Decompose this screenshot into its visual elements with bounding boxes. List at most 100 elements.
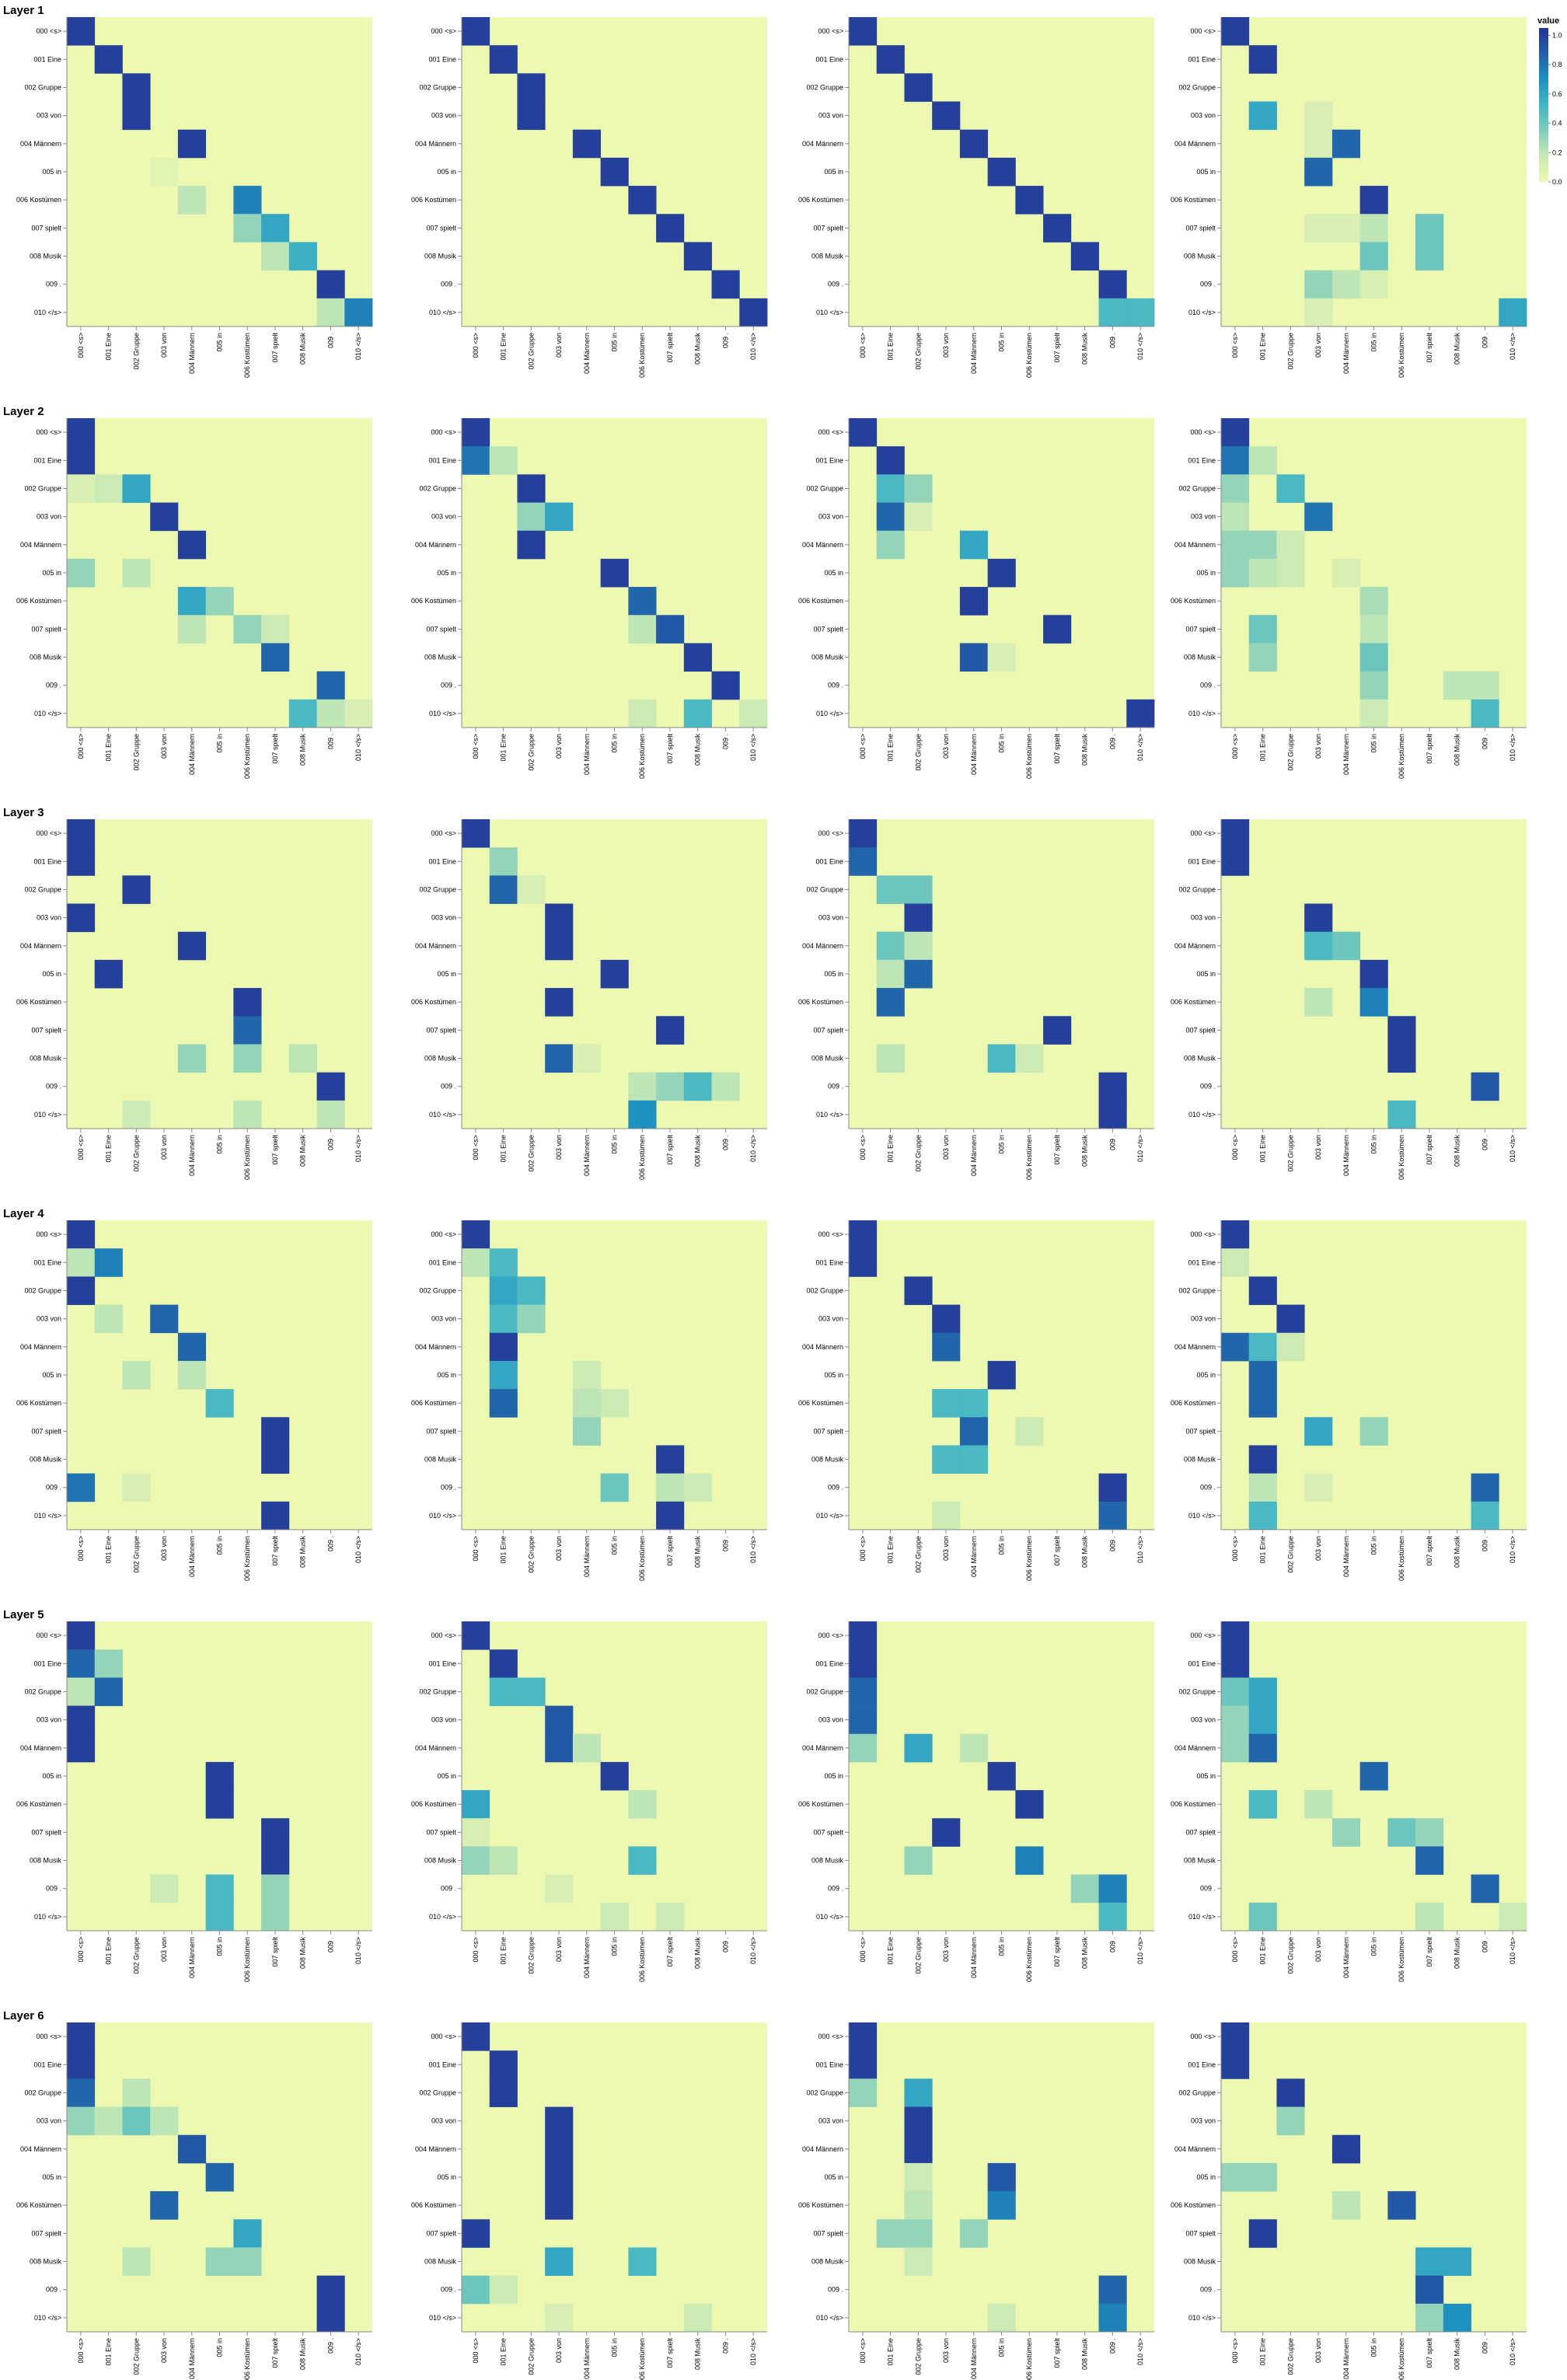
heatmap-cell: [904, 2078, 933, 2107]
heatmap-cell: [1359, 587, 1388, 616]
heatmap-cell: [233, 1016, 262, 1045]
heatmap-cell: [462, 446, 490, 475]
heatmap-cell: [1248, 1705, 1277, 1735]
legend-tick-label: 0.0: [1552, 178, 1562, 186]
heatmap-cell: [987, 157, 1016, 187]
heatmap-cell: [683, 699, 712, 728]
x-tick-label: 010 </s>: [1509, 1135, 1516, 1162]
y-tick-label: 002 Gruppe: [24, 83, 61, 91]
layer-title: Layer 2: [3, 405, 44, 418]
heatmap-cell: [1359, 186, 1388, 215]
heatmap-cell: [150, 2191, 179, 2220]
heatmap-layer6-head3: 000 <s> 000 <s> 001 Eine 001 Eine 002 Gruppe…: [798, 2022, 1154, 2380]
heatmap-cell: [1499, 298, 1527, 327]
y-tick-label: 001 Eine: [428, 2061, 456, 2068]
heatmap-cell: [1248, 1473, 1277, 1502]
x-tick-label: 010 </s>: [749, 734, 757, 761]
heatmap-cell: [739, 699, 768, 728]
heatmap-cell: [517, 73, 546, 102]
heatmap-cell: [462, 2022, 490, 2051]
x-tick-label: 007 spielt: [271, 333, 279, 363]
heatmap-cell: [489, 2050, 518, 2079]
x-tick-label: 003 von: [555, 734, 563, 759]
y-tick-label: 002 Gruppe: [419, 885, 456, 893]
heatmap-cell: [122, 73, 151, 102]
x-tick-label: 008 Musik: [299, 1135, 307, 1167]
heatmap-cell: [1221, 1248, 1250, 1277]
x-tick-label: 006 Kostümen: [243, 1536, 251, 1581]
x-tick-label: 007 spielt: [666, 1937, 674, 1967]
heatmap-cell: [205, 1902, 234, 1932]
y-tick-label: 007 spielt: [426, 625, 456, 633]
heatmap-cell: [904, 2162, 933, 2192]
heatmap-cell: [489, 1389, 518, 1418]
x-tick-label: 004 Männern: [970, 1135, 978, 1176]
x-tick-label: 007 spielt: [1053, 1135, 1061, 1165]
heatmap-cell: [545, 931, 574, 961]
heatmap-cell: [316, 1100, 345, 1129]
heatmap-cell: [67, 1473, 96, 1502]
x-tick-label: 003 von: [160, 1937, 168, 1962]
x-tick-label: 003 von: [942, 1937, 950, 1962]
x-tick-label: 008 Musik: [1081, 1937, 1089, 1970]
y-tick-label: 010 </s>: [34, 1111, 61, 1118]
x-tick-label: 010 </s>: [354, 333, 362, 360]
heatmap-cell: [205, 1761, 234, 1791]
x-tick-label: 009 .: [326, 1536, 334, 1551]
x-tick-label: 007 spielt: [666, 734, 674, 764]
y-tick-label: 001 Eine: [33, 857, 61, 865]
x-tick-label: 006 Kostümen: [1398, 734, 1405, 779]
heatmap-cell: [1248, 1790, 1277, 1819]
heatmap-cell: [489, 1276, 518, 1305]
heatmap-cell: [628, 1846, 657, 1876]
y-tick-label: 003 von: [37, 2117, 61, 2125]
y-tick-label: 009 .: [46, 1885, 61, 1893]
y-tick-label: 003 von: [818, 914, 843, 922]
y-tick-label: 005 in: [437, 168, 456, 176]
x-tick-label: 001 Eine: [500, 1536, 508, 1564]
y-tick-label: 001 Eine: [815, 55, 843, 63]
heatmap-cell: [987, 643, 1016, 672]
heatmap-layer5-head2: 000 <s> 000 <s> 001 Eine 001 Eine 002 Gruppe…: [411, 1621, 767, 1982]
y-tick-label: 009 .: [1200, 2286, 1216, 2294]
x-tick-label: 008 Musik: [694, 1536, 702, 1569]
heatmap-cell: [344, 298, 373, 327]
y-tick-label: 008 Musik: [30, 654, 62, 661]
heatmap-cell: [545, 1705, 574, 1735]
x-tick-label: 003 von: [555, 1135, 563, 1160]
x-tick-label: 006 Kostümen: [1398, 1937, 1405, 1982]
heatmap-cell: [545, 903, 574, 933]
y-tick-label: 008 Musik: [424, 1857, 457, 1865]
x-tick-label: 008 Musik: [1454, 734, 1461, 766]
y-tick-label: 002 Gruppe: [806, 2089, 843, 2096]
heatmap-cell: [600, 1902, 629, 1932]
heatmap-cell: [1331, 1818, 1361, 1847]
heatmap-cell: [233, 1044, 262, 1073]
x-tick-label: 005 in: [1370, 2338, 1378, 2357]
heatmap-cell: [628, 1072, 657, 1101]
x-tick-label: 007 spielt: [1053, 1937, 1061, 1967]
y-tick-label: 006 Kostümen: [798, 2201, 843, 2209]
x-tick-label: 003 von: [160, 1135, 168, 1160]
y-tick-label: 007 spielt: [813, 1026, 843, 1034]
x-tick-label: 001 Eine: [105, 1937, 113, 1965]
heatmap-cell: [1304, 1417, 1333, 1446]
y-tick-label: 007 spielt: [31, 1026, 61, 1034]
y-tick-label: 002 Gruppe: [806, 1286, 843, 1294]
x-tick-label: 010 </s>: [749, 1135, 757, 1162]
x-tick-label: 003 von: [1314, 1937, 1322, 1962]
heatmap-cell: [849, 2050, 878, 2079]
y-tick-label: 006 Kostümen: [798, 597, 843, 605]
x-tick-label: 004 Männern: [188, 333, 196, 374]
heatmap-cell: [1443, 2303, 1471, 2333]
y-tick-label: 007 spielt: [813, 625, 843, 633]
x-tick-label: 010 </s>: [1509, 734, 1516, 761]
heatmap-cell: [683, 1072, 712, 1101]
legend-tick-label: 0.8: [1552, 61, 1562, 68]
y-tick-label: 000 <s>: [36, 428, 61, 436]
heatmap-cell: [849, 2078, 878, 2107]
x-tick-label: 005 in: [998, 2338, 1006, 2357]
heatmap-cell: [150, 1874, 179, 1904]
heatmap-cell: [67, 847, 96, 876]
x-tick-label: 001 Eine: [105, 1536, 113, 1564]
